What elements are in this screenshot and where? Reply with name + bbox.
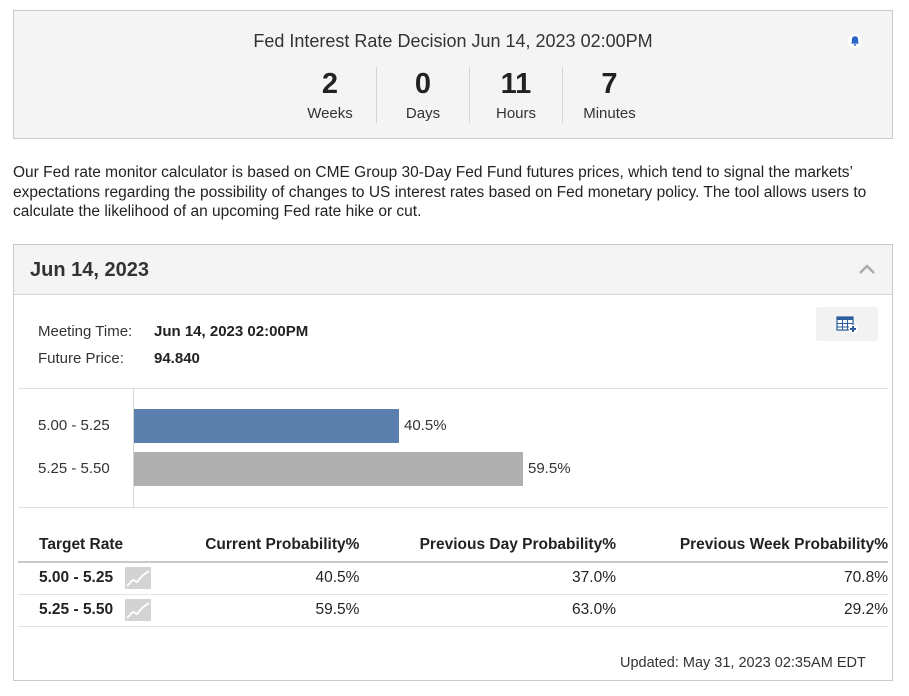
panel-header[interactable]: Jun 14, 2023: [14, 245, 892, 295]
meeting-meta: Meeting Time: Jun 14, 2023 02:00PM Futur…: [38, 318, 308, 372]
sparkline-chart-icon[interactable]: [125, 599, 152, 621]
row-rate: 5.25 - 5.50: [39, 601, 114, 619]
row-previous-day-probability: 37.0%: [359, 562, 616, 595]
countdown-days-label: Days: [405, 105, 441, 122]
countdown-box: Fed Interest Rate Decision Jun 14, 2023 …: [13, 10, 893, 139]
table-header-row: Target Rate Current Probability% Previou…: [18, 528, 888, 563]
countdown-units: 2 Weeks 0 Days 11 Hours 7 Minutes: [284, 67, 656, 123]
table-row: 5.00 - 5.25 40.5% 37.0% 70.8%: [18, 562, 888, 595]
chevron-up-icon[interactable]: [857, 261, 877, 277]
countdown-title: Fed Interest Rate Decision Jun 14, 2023 …: [253, 31, 653, 51]
bar-label: 5.00 - 5.25: [38, 417, 110, 434]
row-rate: 5.00 - 5.25: [39, 569, 114, 587]
row-rate-cell: 5.00 - 5.25: [18, 562, 158, 595]
countdown-minutes-label: Minutes: [583, 105, 636, 122]
countdown-days-value: 0: [414, 68, 432, 100]
updated-timestamp: Updated: May 31, 2023 02:35AM EDT: [620, 655, 866, 671]
meeting-time-row: Meeting Time: Jun 14, 2023 02:00PM: [38, 318, 308, 345]
chart-axis: [133, 389, 134, 507]
countdown-weeks-value: 2: [321, 68, 339, 100]
probability-table: Target Rate Current Probability% Previou…: [18, 528, 888, 627]
meeting-panel: Jun 14, 2023 Meeting Time: Jun 14, 2023 …: [13, 244, 893, 681]
export-table-button[interactable]: [816, 307, 878, 341]
meeting-time-value: Jun 14, 2023 02:00PM: [154, 323, 309, 340]
row-previous-week-probability: 70.8%: [616, 562, 888, 595]
countdown-weeks-label: Weeks: [307, 105, 353, 122]
panel-title: Jun 14, 2023: [30, 259, 149, 281]
countdown-minutes-value: 7: [601, 68, 618, 100]
future-price-row: Future Price: 94.840: [38, 345, 308, 372]
header-previous-day-probability: Previous Day Probability%: [359, 528, 616, 563]
probability-bar: [134, 452, 523, 486]
countdown-minutes: 7 Minutes: [563, 67, 656, 123]
row-previous-week-probability: 29.2%: [616, 594, 888, 627]
header-target-rate: Target Rate: [18, 528, 158, 563]
probability-bar: [134, 409, 399, 443]
probability-bar-chart: 5.00 - 5.25 40.5% 5.25 - 5.50 59.5%: [18, 388, 888, 508]
countdown-hours-value: 11: [500, 68, 532, 100]
future-price-value: 94.840: [154, 350, 200, 367]
future-price-label: Future Price:: [38, 350, 124, 367]
row-rate-cell: 5.25 - 5.50: [18, 594, 158, 627]
meeting-time-label: Meeting Time:: [38, 323, 133, 340]
row-current-probability: 59.5%: [158, 594, 360, 627]
table-row: 5.25 - 5.50 59.5% 63.0% 29.2%: [18, 594, 888, 627]
sparkline-chart-icon[interactable]: [125, 567, 152, 590]
table-add-icon: [836, 316, 857, 333]
bar-label: 5.25 - 5.50: [38, 460, 110, 477]
countdown-weeks: 2 Weeks: [284, 67, 377, 123]
row-current-probability: 40.5%: [158, 562, 360, 595]
description-text: Our Fed rate monitor calculator is based…: [13, 164, 867, 220]
bar-value-label: 40.5%: [404, 417, 447, 434]
bell-icon[interactable]: [845, 31, 865, 51]
row-previous-day-probability: 63.0%: [359, 594, 616, 627]
header-current-probability: Current Probability%: [158, 528, 360, 563]
countdown-hours: 11 Hours: [470, 67, 563, 123]
header-previous-week-probability: Previous Week Probability%: [616, 528, 888, 563]
countdown-days: 0 Days: [377, 67, 470, 123]
countdown-hours-label: Hours: [495, 105, 536, 122]
bar-value-label: 59.5%: [528, 460, 571, 477]
